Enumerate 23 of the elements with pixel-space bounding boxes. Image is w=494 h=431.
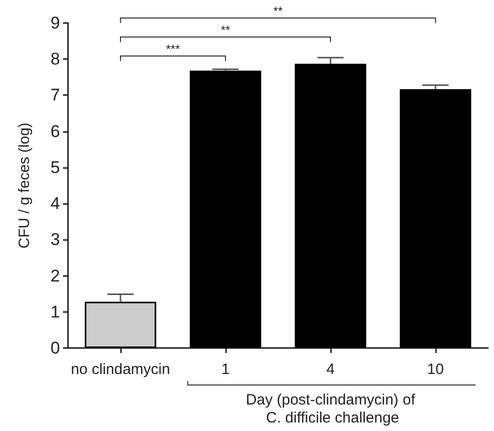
y-tick-label: 3 — [50, 230, 60, 250]
bar — [294, 64, 366, 348]
x-tick-label: no clindamycin — [70, 361, 170, 378]
y-tick-label: 4 — [50, 194, 60, 214]
x-tick-label: 4 — [326, 361, 335, 378]
text: ** — [273, 4, 283, 18]
annotation: *** — [166, 42, 180, 56]
y-tick-label: 8 — [50, 50, 60, 69]
x-axis-title: Day (post-clindamycin) of C. difficile challenge — [246, 392, 416, 426]
y-tick-label: 2 — [50, 266, 60, 286]
annotation: ** — [220, 23, 230, 37]
bar — [84, 302, 156, 348]
y-tick-label: 6 — [50, 122, 60, 141]
x-tick-label: 1 — [221, 361, 230, 378]
y-axis-title: CFU / g feces (log) — [16, 122, 33, 248]
y-tick-label: 5 — [50, 158, 60, 177]
y-tick-label: 9 — [50, 14, 60, 32]
bar — [400, 89, 472, 348]
x-tick-label: 10 — [427, 361, 444, 378]
y-tick-label: 0 — [50, 338, 60, 358]
y-tick-label: 1 — [50, 302, 60, 322]
bar — [190, 70, 262, 348]
y-tick-label: 7 — [50, 86, 60, 105]
